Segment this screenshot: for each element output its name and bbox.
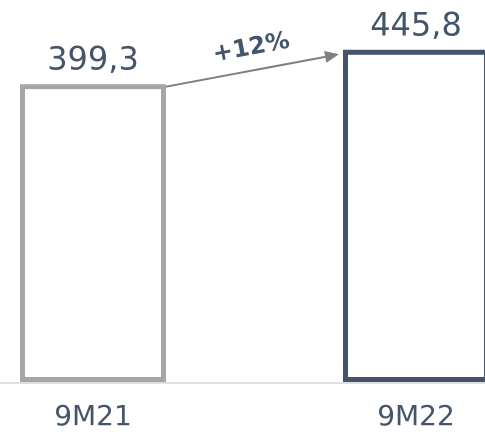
category-label-9m21: 9M21: [54, 399, 132, 432]
growth-arrow-shaft: [165, 55, 326, 88]
bar-9m21: [20, 84, 166, 382]
growth-arrow-layer: +12%: [165, 26, 339, 88]
bars-layer: [20, 49, 485, 383]
category-label-9m22: 9M22: [377, 399, 455, 432]
growth-label: +12%: [210, 26, 291, 68]
growth-arrow-head: [324, 50, 339, 63]
value-label-9m22: 445,8: [370, 5, 462, 43]
labels-layer: 399,3 9M21 445,8 9M22: [47, 5, 462, 432]
bar-9m22: [343, 49, 485, 383]
value-label-9m21: 399,3: [47, 40, 139, 78]
